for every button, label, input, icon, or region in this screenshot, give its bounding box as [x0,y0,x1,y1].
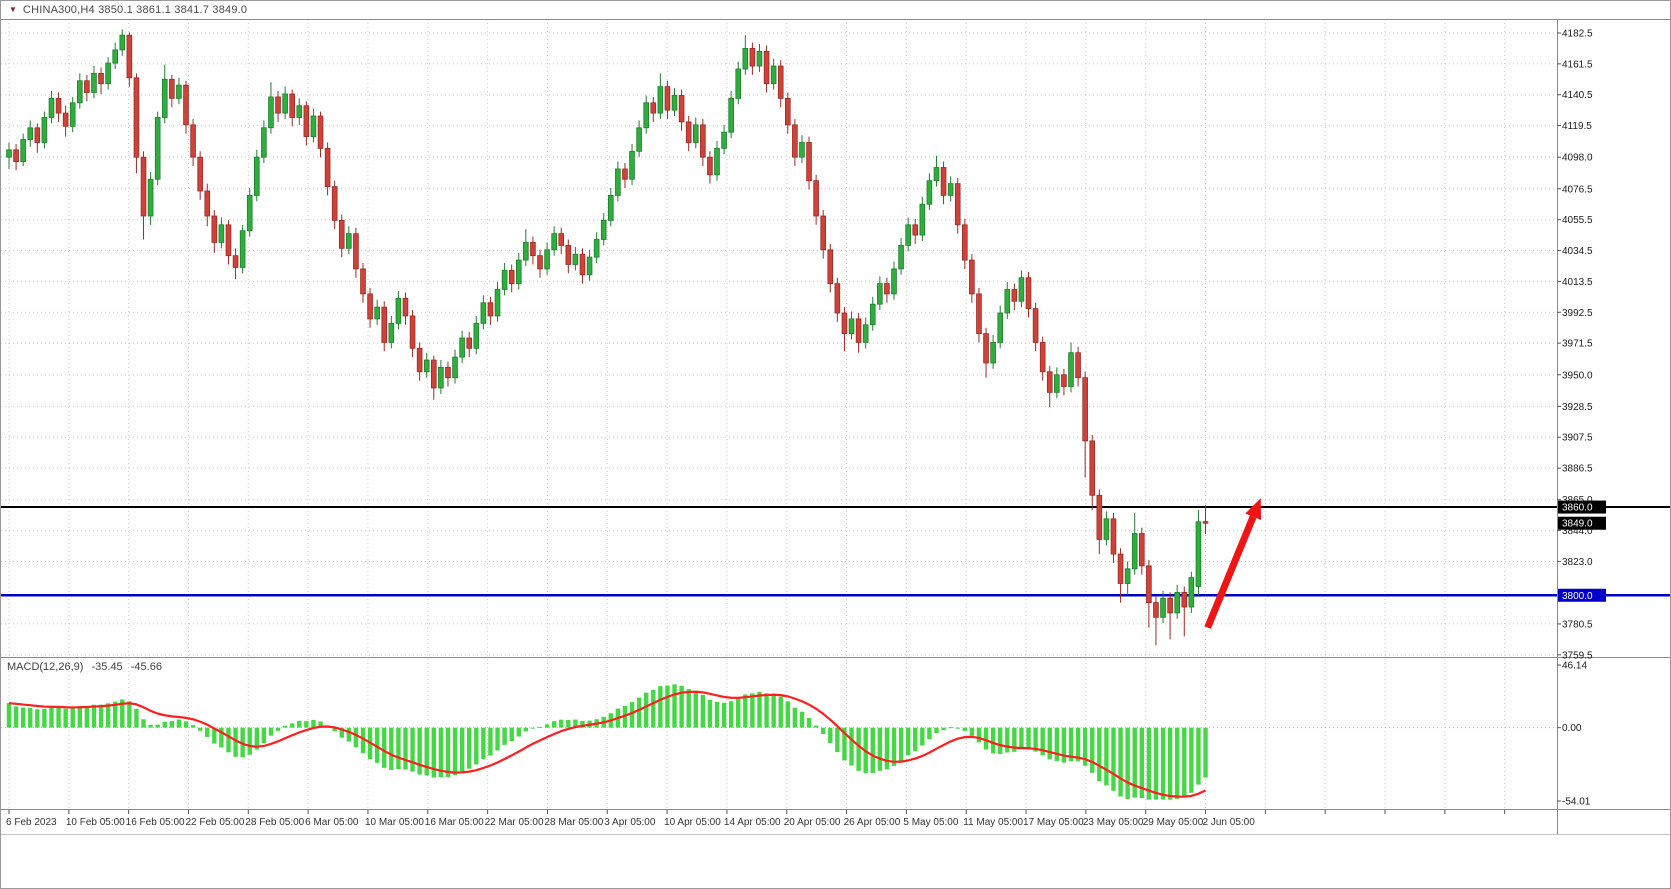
price-tick-label: 3780.5 [1562,619,1593,630]
date-tick-label: 16 Feb 05:00 [126,817,185,828]
price-tick-label: 4098.0 [1562,153,1593,164]
symbol-ohlc-title: CHINA300,H4 3850.1 3861.1 3841.7 3849.0 [22,4,248,16]
price-tick-label: 4119.5 [1562,121,1592,132]
date-tick-label: 23 May 05:00 [1083,817,1144,828]
date-tick-label: 14 Apr 05:00 [724,817,781,828]
price-tag [1558,516,1606,530]
price-axis[interactable]: 4182.5 4161.5 4140.5 4119.5 4098.0 4076.5 4055… [1557,28,1606,808]
price-tick-label: 3759.5 [1562,650,1593,661]
price-tick-label: 4161.5 [1562,59,1593,70]
macd-signal-line [8,690,1206,798]
price-levels[interactable] [1,506,1671,597]
price-tick-label: 3907.5 [1562,433,1593,444]
date-tick-label: 10 Feb 05:00 [66,817,125,828]
candlestick-series [6,29,1209,646]
price-tick-label: 3992.5 [1562,308,1593,319]
price-tag [1558,500,1606,514]
macd-tick-label: 0.00 [1562,723,1582,734]
price-tick-label: 4182.5 [1562,28,1593,39]
panel-frame [1,19,1670,835]
date-tick-label: 28 Mar 05:00 [544,817,603,828]
macd-tick-label: -54.01 [1562,797,1591,808]
macd-signal-value: -45.66 [130,661,162,673]
macd-params-label: MACD(12,26,9) [7,661,84,673]
price-tag [1558,588,1606,602]
trend-arrow[interactable] [1204,498,1262,629]
date-tick-label: 6 Feb 2023 [6,817,57,828]
date-tick-label: 26 Apr 05:00 [844,817,901,828]
date-tick-label: 2 Jun 05:00 [1203,817,1256,828]
date-tick-label: 10 Mar 05:00 [365,817,424,828]
arrow-shaft [1204,515,1257,629]
collapse-arrow-icon[interactable]: ▼ [9,5,17,14]
price-tick-label: 4140.5 [1562,90,1593,101]
chart-titlebar: ▼ CHINA300,H4 3850.1 3861.1 3841.7 3849.… [1,1,1670,20]
arrow-head-icon [1245,498,1262,520]
macd-indicator-label: MACD(12,26,9) -35.45 -45.66 [7,661,167,673]
date-tick-label: 29 May 05:00 [1143,817,1204,828]
date-tick-label: 20 Apr 05:00 [784,817,841,828]
date-tick-label: 11 May 05:00 [963,817,1023,828]
time-axis[interactable]: 6 Feb 2023 10 Feb 05:00 16 Feb 05:00 22 Feb… [6,810,1506,828]
price-tick-label: 4034.5 [1562,246,1593,257]
date-tick-label: 22 Feb 05:00 [185,817,244,828]
price-tick-label: 4055.5 [1562,215,1593,226]
price-tick-label: 3971.5 [1562,339,1593,350]
date-tick-label: 10 Apr 05:00 [664,817,721,828]
price-tick-label: 3950.0 [1562,370,1593,381]
price-tick-label: 4013.5 [1562,277,1593,288]
price-tick-label: 3844.0 [1562,526,1593,537]
date-tick-label: 22 Mar 05:00 [485,817,544,828]
date-tick-label: 16 Mar 05:00 [425,817,484,828]
price-tick-label: 3823.0 [1562,557,1593,568]
price-tag-label: 3849.0 [1562,519,1593,530]
macd-histogram [6,684,1208,800]
macd-value: -35.45 [91,661,123,673]
price-tick-label: 3928.5 [1562,402,1593,413]
price-tag-label: 3860.0 [1562,503,1593,514]
date-tick-label: 5 May 05:00 [903,817,958,828]
date-tick-label: 6 Mar 05:00 [305,817,359,828]
macd-tick-label: 46.14 [1562,661,1587,672]
price-tick-label: 4076.5 [1562,184,1593,195]
price-tick-label: 3886.5 [1562,464,1593,475]
date-tick-label: 3 Apr 05:00 [604,817,656,828]
grid [1,19,1557,809]
price-tag-label: 3800.0 [1562,591,1593,602]
date-tick-label: 28 Feb 05:00 [245,817,304,828]
date-tick-label: 17 May 05:00 [1023,817,1084,828]
